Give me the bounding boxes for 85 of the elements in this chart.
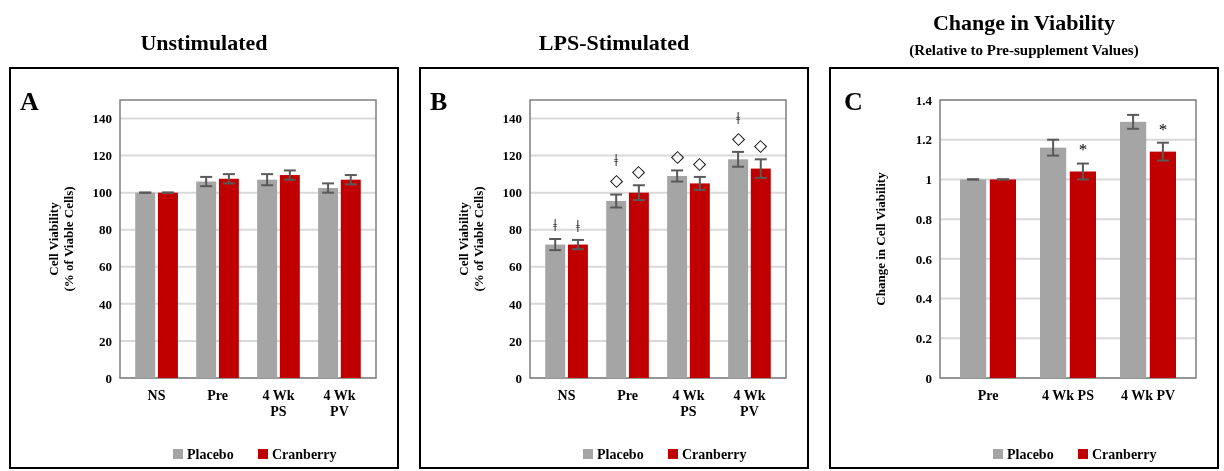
y-tick-label: 0.8 [915, 211, 933, 227]
legend-label: Cranberry [272, 446, 337, 462]
annotation: ǂ [735, 108, 741, 128]
annotation: ◇ [670, 147, 685, 167]
y-tick-label: 0 [105, 370, 112, 386]
y-axis-title: Change in Cell Viability [873, 171, 888, 306]
y-tick-label: 1.2 [915, 132, 932, 148]
x-tick-label: Pre [977, 388, 999, 403]
chart-subtitle: B [430, 87, 448, 116]
y-tick-label: 0.6 [915, 251, 933, 267]
chart-title: Change in Viability [932, 10, 1116, 35]
chart-subtitle: (Relative to Pre-supplement Values) [909, 42, 1139, 59]
bar [545, 244, 566, 378]
legend-label: Placebo [1007, 446, 1054, 462]
legend-label: Cranberry [1092, 446, 1157, 462]
x-tick-label: Pre [207, 388, 228, 403]
y-tick-label: 0.4 [915, 291, 933, 307]
y-tick-label: 140 [502, 111, 522, 127]
annotation: ǂ [614, 151, 620, 171]
bar [960, 179, 987, 378]
legend-label: Placebo [597, 446, 644, 462]
y-tick-label: 60 [509, 259, 522, 275]
bar [196, 181, 217, 378]
y-tick-label: 40 [99, 296, 112, 312]
y-tick-label: 60 [99, 259, 112, 275]
annotation: ◇ [754, 136, 769, 156]
bar [989, 179, 1016, 378]
bar [606, 201, 627, 378]
bar [628, 192, 649, 378]
y-tick-label: 80 [99, 222, 112, 238]
y-tick-label: 80 [509, 222, 522, 238]
bar [667, 175, 688, 378]
y-tick-label: 1.4 [915, 92, 933, 108]
y-tick-label: 40 [509, 296, 522, 312]
annotation: * [1158, 119, 1168, 139]
legend-label: Cranberry [682, 446, 747, 462]
y-tick-label: 20 [509, 333, 522, 349]
bar [750, 168, 771, 378]
x-tick-label: 4 Wk PV [323, 388, 356, 420]
bar [157, 192, 178, 378]
bar [1040, 147, 1067, 378]
annotation: * [1078, 140, 1088, 160]
x-tick-label: 4 Wk PS [1042, 388, 1095, 403]
bar [1069, 171, 1096, 378]
annotation: ◇ [609, 171, 624, 191]
bar [318, 188, 339, 378]
annotation: ǂ [575, 216, 581, 236]
bar [567, 244, 588, 378]
y-tick-label: 20 [99, 333, 112, 349]
y-tick-label: 0 [515, 370, 522, 386]
chart-title: Unstimulated [140, 30, 268, 55]
x-tick-label: 4 Wk PS [262, 388, 295, 420]
chart-title: LPS-Stimulated [538, 30, 690, 55]
bar [257, 179, 278, 378]
bar [340, 179, 361, 378]
bar [1149, 151, 1176, 378]
y-tick-label: 100 [92, 185, 112, 201]
y-tick-label: 120 [502, 148, 522, 164]
y-axis-title: Cell Viability (% of Viable Cells) [456, 186, 486, 292]
bar [1120, 121, 1147, 378]
bar [728, 159, 749, 378]
y-tick-label: 0 [925, 370, 932, 386]
legend-label: Placebo [187, 446, 234, 462]
y-tick-label: 0.2 [915, 330, 932, 346]
x-tick-label: NS [557, 388, 576, 403]
y-tick-label: 140 [92, 111, 112, 127]
annotation: ◇ [731, 128, 746, 148]
x-tick-label: 4 Wk PS [672, 388, 705, 420]
bar [689, 183, 710, 378]
text: C [844, 87, 863, 116]
x-tick-label: 4 Wk PV [1120, 388, 1176, 403]
y-tick-label: 100 [502, 185, 522, 201]
bar [279, 175, 300, 378]
annotation: ǂ [553, 215, 559, 235]
annotation: ◇ [693, 153, 708, 173]
x-tick-label: NS [147, 388, 166, 403]
x-tick-label: 4 Wk PV [733, 388, 766, 420]
y-tick-label: 120 [92, 148, 112, 164]
annotation: ◇ [632, 162, 647, 182]
y-tick-label: 1 [925, 172, 932, 188]
bar [218, 178, 239, 378]
chart-subtitle: A [20, 87, 39, 116]
x-tick-label: Pre [617, 388, 638, 403]
y-axis-title: Cell Viability (% of Viable Cells) [46, 186, 76, 292]
bar [135, 192, 156, 378]
